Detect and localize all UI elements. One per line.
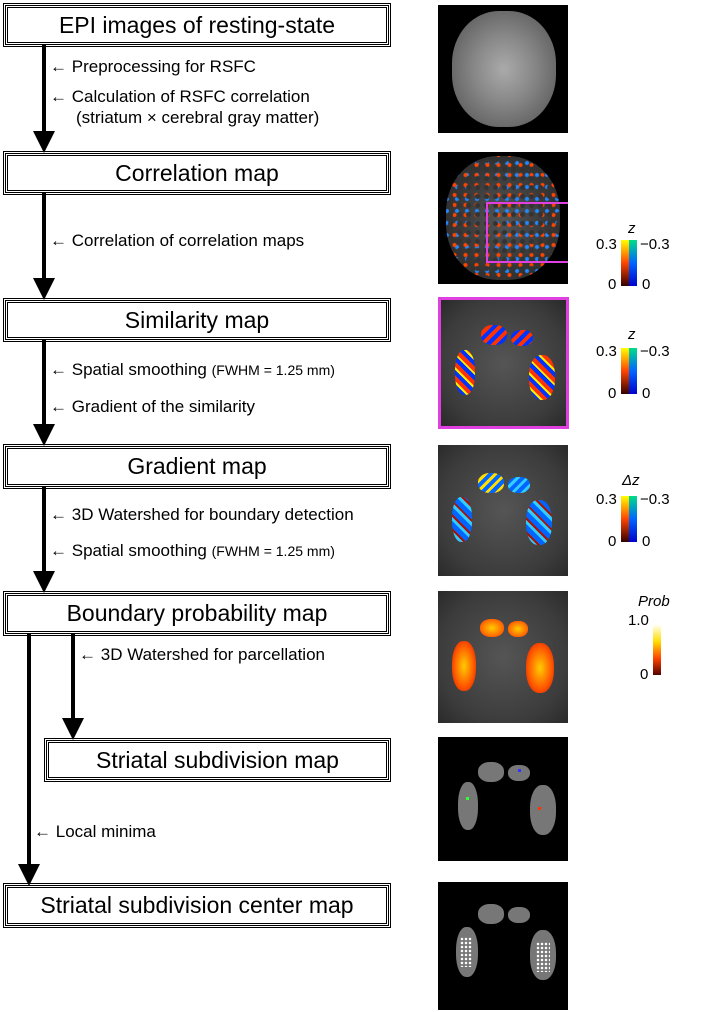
arrow-head [33, 424, 55, 446]
arrow-head [62, 718, 84, 740]
colorbar-max: 0.3 [596, 236, 617, 253]
step-calculation: ← Calculation of RSFC correlation [50, 87, 310, 106]
colorbar-zero: 0 [608, 533, 617, 550]
step-smoothing-2: ← Spatial smoothing (FWHM = 1.25 mm) [50, 541, 335, 560]
box-boundary: Boundary probability map [3, 591, 391, 636]
arrow-head [33, 278, 55, 300]
similarity-image [438, 297, 569, 429]
subdivision-image [438, 737, 568, 861]
step-text: Correlation of correlation maps [71, 231, 305, 250]
box-epi: EPI images of resting-state [3, 3, 391, 47]
colorbar-max: 0.3 [596, 491, 617, 508]
arrow-shaft [42, 487, 46, 577]
step-text: (striatum × cerebral gray matter) [76, 108, 320, 127]
colorbar-title: Δz [622, 472, 640, 489]
step-text: Preprocessing for RSFC [71, 57, 256, 76]
step-preprocessing: ← Preprocessing for RSFC [50, 57, 256, 76]
epi-image [438, 5, 568, 133]
colorbar-zero: 0 [642, 276, 651, 293]
colorbar-zero: 0 [642, 533, 651, 550]
roi-highlight [486, 202, 568, 263]
box-label: Boundary probability map [66, 600, 328, 626]
colorbar-min: −0.3 [640, 236, 670, 253]
colorbar-max: 1.0 [628, 612, 649, 629]
step-calculation-detail: (striatum × cerebral gray matter) [76, 108, 319, 128]
gradient-image [438, 445, 568, 576]
arrow-shaft [42, 45, 46, 135]
box-similarity: Similarity map [3, 298, 391, 342]
box-subdivision: Striatal subdivision map [44, 738, 391, 782]
step-text: Spatial smoothing [71, 360, 207, 379]
step-text: Calculation of RSFC correlation [71, 87, 310, 106]
box-label: EPI images of resting-state [58, 11, 336, 38]
step-text: Spatial smoothing [71, 541, 207, 560]
step-local-minima: ← Local minima [34, 822, 156, 841]
arrow-shaft [42, 340, 46, 430]
step-text: 3D Watershed for boundary detection [71, 505, 354, 524]
step-smoothing-1: ← Spatial smoothing (FWHM = 1.25 mm) [50, 360, 335, 379]
colorbar-title: Prob [638, 593, 670, 610]
colorbar-zero: 0 [608, 385, 617, 402]
colorbar-min: 0 [640, 666, 649, 683]
colorbar-max: 0.3 [596, 343, 617, 360]
colorbar-min: −0.3 [640, 491, 670, 508]
box-label: Striatal subdivision map [96, 746, 339, 773]
box-label: Striatal subdivision center map [40, 892, 354, 918]
colorbar-title: z [628, 326, 636, 343]
center-image [438, 882, 568, 1010]
step-param: (FWHM = 1.25 mm) [211, 362, 335, 378]
step-text: Gradient of the similarity [71, 397, 256, 416]
step-watershed-parcellation: ← 3D Watershed for parcellation [79, 645, 325, 664]
box-label: Correlation map [115, 159, 279, 186]
box-center: Striatal subdivision center map [3, 883, 391, 928]
step-param: (FWHM = 1.25 mm) [211, 543, 335, 559]
step-watershed-boundary: ← 3D Watershed for boundary detection [50, 505, 354, 524]
arrow-head [18, 864, 40, 886]
arrow-shaft [42, 193, 46, 283]
colorbar-zero: 0 [642, 385, 651, 402]
box-correlation: Correlation map [3, 151, 391, 195]
colorbar-zero: 0 [608, 276, 617, 293]
colorbar-min: −0.3 [640, 343, 670, 360]
boundary-image [438, 591, 568, 723]
colorbar-title: z [628, 220, 636, 237]
arrow-head [33, 571, 55, 593]
correlation-image [438, 152, 568, 284]
arrow-shaft [71, 634, 75, 724]
step-correlation-of-maps: ← Correlation of correlation maps [50, 231, 305, 250]
arrow-head [33, 131, 55, 153]
box-label: Gradient map [127, 453, 267, 479]
step-text: Local minima [55, 822, 156, 841]
step-gradient: ← Gradient of the similarity [50, 397, 256, 416]
arrow-shaft [27, 634, 31, 870]
step-text: 3D Watershed for parcellation [100, 645, 325, 664]
box-label: Similarity map [124, 306, 270, 333]
box-gradient: Gradient map [3, 444, 391, 489]
